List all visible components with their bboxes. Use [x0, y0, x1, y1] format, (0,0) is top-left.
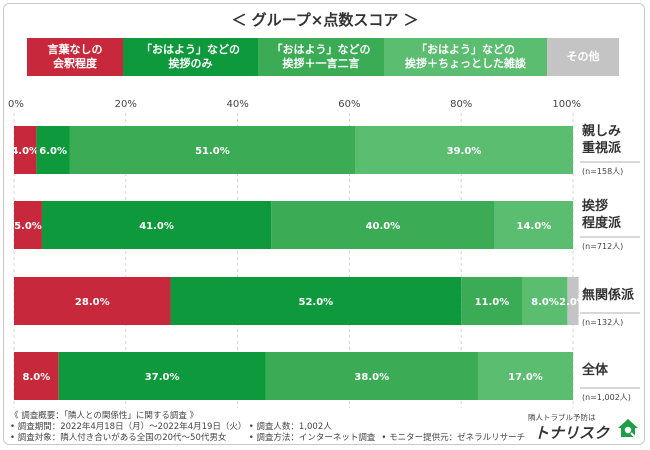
bar-segment: [477, 352, 573, 400]
bar-segment: [494, 201, 573, 249]
data-label: 38.0%: [354, 372, 389, 383]
legend-item-greeting-few-words: 「おはよう」などの 挨拶＋一言二言: [258, 38, 384, 76]
data-label: 2.0%: [559, 297, 587, 308]
data-label: 8.0%: [22, 372, 50, 383]
category-n: (n=132人): [582, 318, 623, 327]
data-label: 28.0%: [75, 297, 110, 308]
data-label: 11.0%: [475, 297, 510, 308]
bar-segment: [36, 126, 70, 174]
survey-provider: • モニター提供元：ゼネラルリサーチ: [381, 433, 526, 443]
logo-subtitle: 隣人トラブル予防は: [528, 413, 596, 422]
bar-segment: [522, 277, 568, 325]
bar-segment: [354, 126, 573, 174]
legend-item-other: その他: [547, 38, 619, 76]
x-tick-label: 100%: [552, 99, 581, 110]
data-label: 14.0%: [517, 221, 552, 232]
category-n: (n=158人): [582, 167, 623, 176]
x-tick-label: 20%: [115, 99, 137, 110]
category-label: 無関係派: [582, 287, 635, 303]
data-label: 52.0%: [299, 297, 334, 308]
data-label: 5.0%: [14, 221, 42, 232]
survey-count: • 調査人数：1,002人: [248, 422, 332, 432]
data-label: 17.0%: [508, 372, 543, 383]
data-label: 4.0%: [11, 146, 39, 157]
bar-segment: [14, 201, 42, 249]
bar-segment: [567, 277, 579, 325]
category-n: (n=712人): [582, 242, 623, 251]
survey-method: • 調査方法：インターネット調査: [248, 433, 376, 443]
data-label: 8.0%: [531, 297, 559, 308]
frame: [3, 3, 645, 445]
survey-period: • 調査期間：2022年4月18日（月）〜2022年4月19日（火）: [10, 422, 247, 432]
category-label: 挨拶程度派: [582, 198, 622, 231]
survey-target: • 調査対象：隣人付き合いがある全国の20代〜50代男女: [10, 433, 227, 443]
data-label: 39.0%: [447, 146, 482, 157]
x-tick-label: 40%: [226, 99, 248, 110]
category-n: (n=1,002人): [582, 393, 631, 402]
data-label: 40.0%: [366, 221, 401, 232]
bar-segment: [14, 352, 59, 400]
bar-segment: [41, 201, 272, 249]
legend: 言葉なしの 会釈程度 「おはよう」などの 挨拶のみ 「おはよう」などの 挨拶＋一…: [27, 38, 619, 76]
legend-item-bow: 言葉なしの 会釈程度: [27, 38, 123, 76]
bar-segment: [461, 277, 523, 325]
bar-segment: [265, 352, 478, 400]
bar-segment: [14, 126, 37, 174]
bar-segment: [271, 201, 495, 249]
data-label: 6.0%: [39, 146, 67, 157]
x-tick-label: 0%: [8, 99, 24, 110]
data-label: 41.0%: [139, 221, 174, 232]
legend-item-greeting-chat: 「おはよう」などの 挨拶＋ちょっとした雑談: [384, 38, 547, 76]
house-magnifier-icon: [618, 419, 638, 438]
bar-segment: [14, 277, 171, 325]
x-tick-label: 60%: [338, 99, 360, 110]
bar-segment: [170, 277, 462, 325]
data-label: 51.0%: [195, 146, 230, 157]
chart-title: ＜ グループ×点数スコア ＞: [231, 11, 419, 29]
category-label: 親しみ重視派: [582, 123, 622, 156]
category-label: 全体: [581, 362, 609, 378]
survey-footer: 《 調査概要：「隣人との関係性」に関する調査 》 • 調査期間：2022年4月1…: [10, 411, 525, 444]
bar-segment: [58, 352, 266, 400]
data-label: 37.0%: [145, 372, 180, 383]
bar-segment: [69, 126, 355, 174]
survey-summary: 《 調査概要：「隣人との関係性」に関する調査 》: [10, 411, 199, 421]
legend-item-greeting-only: 「おはよう」などの 挨拶のみ: [123, 38, 258, 76]
logo-name: トナリスク: [534, 424, 610, 442]
logo: 隣人トラブル予防は トナリスク: [528, 412, 640, 442]
x-tick-label: 80%: [450, 99, 472, 110]
